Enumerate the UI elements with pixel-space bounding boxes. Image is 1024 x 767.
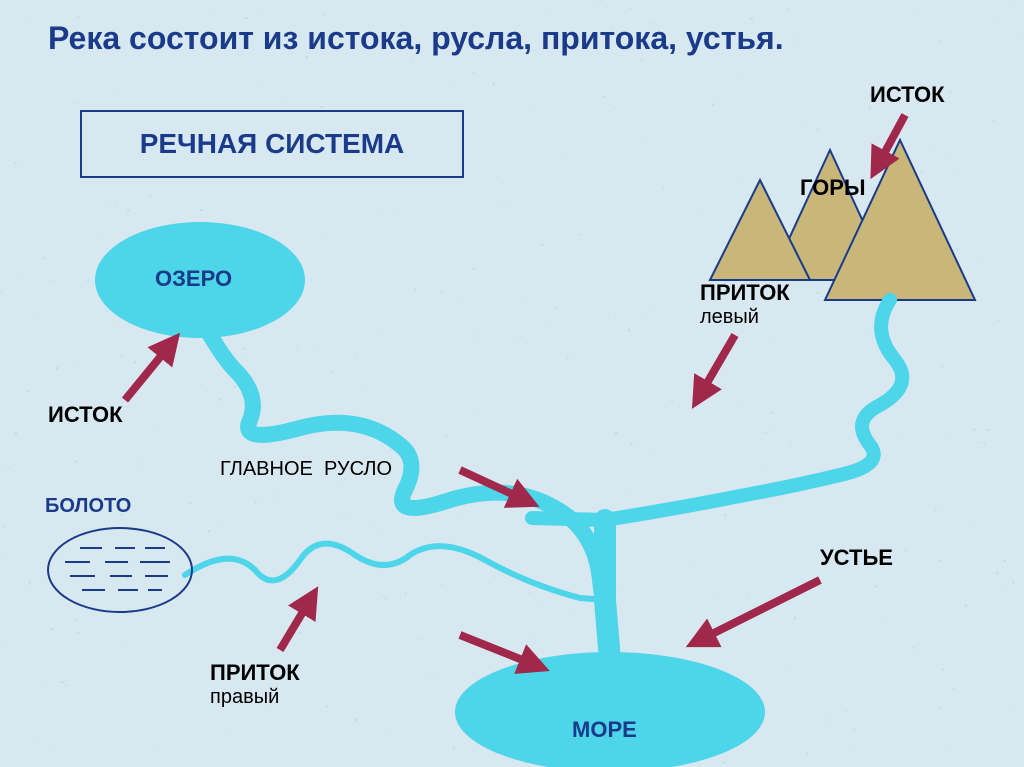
sea-shape xyxy=(455,652,765,767)
swamp-label: БОЛОТО xyxy=(45,495,131,518)
label-pritok-left-1: ПРИТОК xyxy=(700,280,790,306)
diagram-canvas: Река состоит из истока, русла, притока, … xyxy=(0,0,1024,767)
arrow-4 xyxy=(700,580,820,640)
lake-label: ОЗЕРО xyxy=(155,266,232,292)
arrow-6 xyxy=(280,600,310,650)
swamp-shape xyxy=(48,528,192,612)
arrow-2 xyxy=(700,335,735,395)
mountains-label: ГОРЫ xyxy=(800,175,866,201)
mountains xyxy=(710,140,975,300)
title: Река состоит из истока, русла, притока, … xyxy=(48,20,784,57)
label-istok-top: ИСТОК xyxy=(870,82,945,108)
subtitle-box: РЕЧНАЯ СИСТЕМА xyxy=(80,110,464,178)
river-main xyxy=(210,335,610,660)
river-left-tributary xyxy=(532,300,902,520)
arrow-5 xyxy=(460,635,535,665)
label-pritok-right-1: ПРИТОК xyxy=(210,660,300,686)
river-lower xyxy=(605,520,610,660)
river-right-tributary xyxy=(185,544,606,600)
sea-label: МОРЕ xyxy=(572,717,637,743)
label-ruslo: ГЛАВНОЕ РУСЛО xyxy=(220,458,392,481)
swamp-dashes xyxy=(65,548,170,590)
label-pritok-left-2: левый xyxy=(700,306,759,329)
label-istok-left: ИСТОК xyxy=(48,402,123,428)
label-pritok-right-2: правый xyxy=(210,686,279,709)
arrow-1 xyxy=(125,345,170,400)
label-ustye: УСТЬЕ xyxy=(820,545,893,571)
